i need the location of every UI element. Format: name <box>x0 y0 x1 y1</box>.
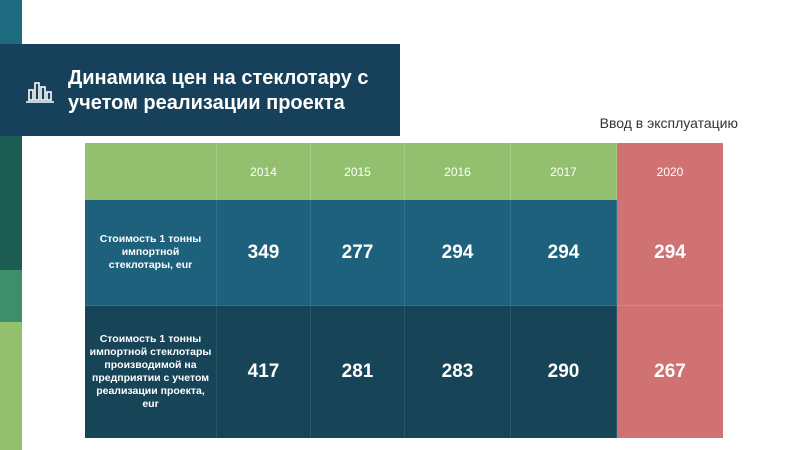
title-banner: Динамика цен на стеклотару с учетом реал… <box>0 44 400 136</box>
row-label: Стоимость 1 тонны импортной стеклотары п… <box>89 333 212 410</box>
price-value: 349 <box>247 241 280 263</box>
bar-chart-icon <box>26 82 54 103</box>
price-value: 283 <box>441 361 474 382</box>
price-value: 294 <box>547 241 580 263</box>
value-cell: 281 <box>311 306 405 438</box>
year-header: 2016 <box>405 143 511 200</box>
row-label-cell: Стоимость 1 тонны импортной стеклотары п… <box>85 306 217 438</box>
price-value: 277 <box>341 241 374 263</box>
year-header-highlight: 2020 <box>617 143 723 200</box>
price-value: 294 <box>654 241 686 263</box>
year-header: 2014 <box>217 143 311 200</box>
page-title: Динамика цен на стеклотару с учетом реал… <box>68 67 369 114</box>
year-header: 2015 <box>311 143 405 200</box>
value-cell: 349 <box>217 200 311 306</box>
value-cell-highlight: 267 <box>617 306 723 438</box>
price-value: 290 <box>547 361 580 382</box>
price-value: 294 <box>441 241 474 263</box>
table-row: Стоимость 1 тонны импортной стеклотары, … <box>85 200 723 306</box>
price-table: 2014 2015 2016 2017 2020 Стоимость 1 тон… <box>85 143 723 438</box>
value-cell: 417 <box>217 306 311 438</box>
value-cell: 277 <box>311 200 405 306</box>
price-value: 417 <box>247 361 280 382</box>
table-header-row: 2014 2015 2016 2017 2020 <box>85 143 723 200</box>
value-cell-highlight: 294 <box>617 200 723 306</box>
table-row: Стоимость 1 тонны импортной стеклотары п… <box>85 306 723 438</box>
value-cell: 283 <box>405 306 511 438</box>
price-value: 281 <box>341 361 374 382</box>
commissioning-caption: Ввод в эксплуатацию <box>599 115 738 131</box>
price-value: 267 <box>654 361 686 382</box>
row-label: Стоимость 1 тонны импортной стеклотары, … <box>99 233 202 271</box>
year-header: 2017 <box>511 143 617 200</box>
value-cell: 290 <box>511 306 617 438</box>
value-cell: 294 <box>511 200 617 306</box>
header-empty-cell <box>85 143 217 200</box>
row-label-cell: Стоимость 1 тонны импортной стеклотары, … <box>85 200 217 306</box>
value-cell: 294 <box>405 200 511 306</box>
